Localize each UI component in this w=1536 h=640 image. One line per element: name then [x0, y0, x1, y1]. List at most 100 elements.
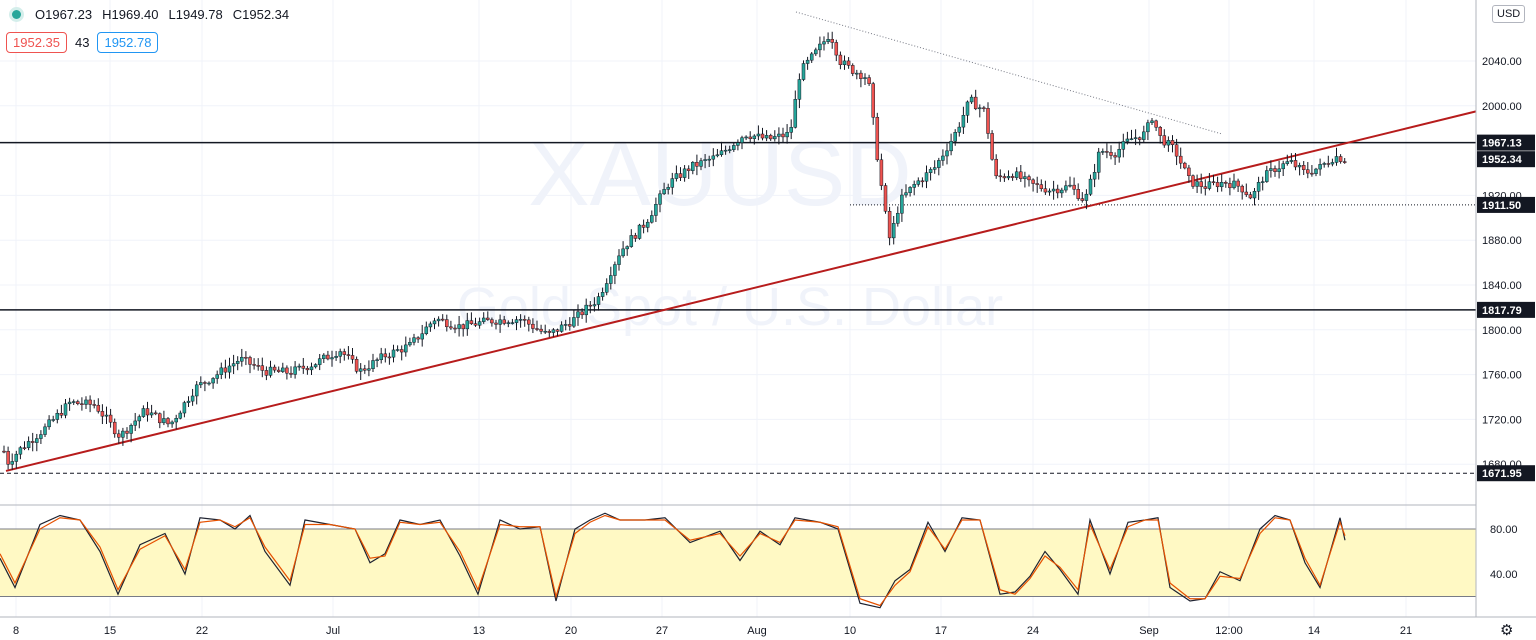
candle-body [953, 132, 957, 142]
candle-body [26, 441, 31, 448]
candle-body [149, 412, 154, 416]
candle-body [76, 401, 80, 404]
candle-body [6, 450, 10, 465]
candle-body [994, 158, 998, 177]
price-level-tag [1477, 465, 1535, 482]
price-level-label: 1911.50 [1482, 200, 1521, 212]
candle-body [1035, 183, 1039, 185]
price-level-tag [1477, 151, 1535, 168]
ohlc-legend: O1967.23 H1969.40 L1949.78 C1952.34 [12, 7, 293, 22]
candle-body [670, 178, 675, 188]
candle-body [928, 169, 933, 173]
time-tick-label: 10 [844, 625, 856, 637]
candle-body [912, 184, 916, 188]
low-value: L1949.78 [168, 7, 223, 22]
price-tick-label: 1880.00 [1482, 235, 1522, 247]
candle-body [662, 189, 666, 195]
time-tick-label: Sep [1139, 625, 1159, 637]
candle-body [998, 175, 1003, 178]
price-level-label: 1967.13 [1482, 138, 1522, 150]
candle-body [383, 353, 388, 358]
candle-body [965, 101, 970, 116]
candle-body [645, 221, 650, 228]
candle-body [342, 351, 347, 355]
candle-body [1215, 182, 1220, 188]
stochastic-pane [0, 504, 1536, 609]
gear-icon[interactable]: ⚙ [1500, 622, 1514, 639]
candle-body [572, 317, 576, 327]
candle-body [494, 322, 498, 325]
candle-body [1105, 151, 1109, 153]
candle-body [1195, 181, 1199, 187]
candle-body [1330, 162, 1335, 165]
price-tick-label: 1720.00 [1482, 414, 1522, 426]
candle-body [248, 357, 252, 365]
candle-body [158, 413, 162, 424]
candle-body [1006, 176, 1011, 179]
candle-body [744, 136, 748, 139]
candle-body [1183, 162, 1187, 169]
buy-button[interactable]: 1952.78 [97, 32, 159, 53]
candle-body [686, 168, 691, 171]
candle-body [908, 187, 912, 193]
candle-body [654, 204, 658, 216]
candle-body [63, 403, 68, 416]
time-tick-label: 13 [473, 625, 485, 637]
candle-body [215, 374, 219, 379]
candle-body [1252, 191, 1257, 199]
candle-body [1256, 182, 1261, 192]
candle-body [121, 430, 125, 438]
candle-body [317, 358, 322, 365]
candle-body [1080, 198, 1085, 201]
candle-body [633, 235, 638, 239]
candle-body [1273, 168, 1277, 172]
candle-body [1047, 190, 1052, 193]
candle-body [924, 172, 929, 182]
candle-body [313, 364, 318, 368]
candle-body [305, 368, 310, 371]
candle-body [10, 461, 14, 465]
time-tick-label: 12:00 [1215, 625, 1243, 637]
candle-body [805, 59, 810, 64]
candle-body [1191, 175, 1195, 187]
candle-body [203, 382, 207, 384]
candle-body [178, 412, 183, 419]
candle-body [1269, 168, 1273, 171]
candle-body [129, 425, 133, 434]
support-trendline [5, 110, 1477, 472]
candle-body [1101, 151, 1105, 153]
candle-body [166, 418, 170, 425]
candle-body [1187, 167, 1191, 176]
currency-button[interactable]: USD [1492, 5, 1526, 23]
candle-body [469, 320, 474, 324]
candle-body [1322, 163, 1326, 165]
candle-body [773, 136, 777, 140]
candle-body [555, 329, 560, 332]
sell-button[interactable]: 1952.35 [6, 32, 67, 53]
candle-body [1301, 165, 1306, 170]
candle-body [104, 414, 109, 417]
candle-body [1019, 171, 1023, 179]
price-tick-label: 1800.00 [1482, 325, 1522, 337]
candle-body [1232, 180, 1236, 189]
candle-body [822, 41, 826, 45]
candle-body [14, 453, 19, 462]
candle-body [223, 367, 228, 373]
candle-body [39, 434, 43, 439]
candle-body [490, 319, 494, 324]
candle-body [797, 79, 802, 100]
candle-body [1133, 137, 1138, 140]
candle-body [629, 235, 634, 247]
candle-body [170, 421, 174, 425]
candle-body [990, 133, 994, 160]
candle-body [477, 321, 482, 326]
candle-body [740, 137, 744, 143]
candle-body [514, 319, 519, 323]
candle-body [937, 160, 941, 168]
candle-body [1039, 184, 1044, 189]
candle-body [363, 368, 367, 371]
candle-body [1211, 181, 1216, 183]
candle-body [59, 412, 64, 416]
candle-body [1240, 185, 1244, 193]
